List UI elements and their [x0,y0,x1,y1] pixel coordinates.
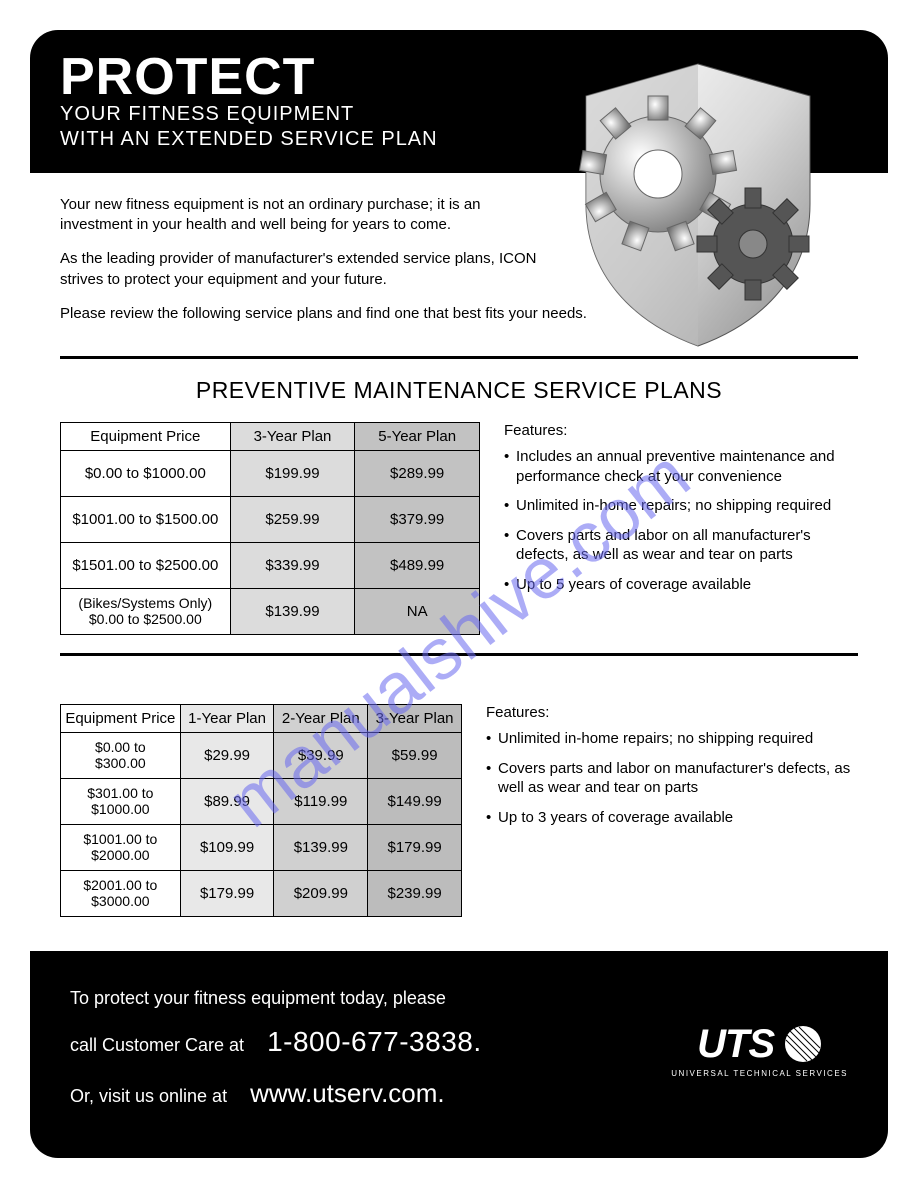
table-cell: $29.99 [180,733,274,779]
section2-features: Features: Unlimited in-home repairs; no … [486,704,858,917]
table-cell: $259.99 [230,497,355,543]
feature-item: Unlimited in-home repairs; no shipping r… [486,729,858,749]
table-cell: $339.99 [230,543,355,589]
table-cell: $199.99 [230,451,355,497]
table-row: $1001.00 to $1500.00$259.99$379.99 [61,497,480,543]
features-title: Features: [504,422,858,439]
preventive-table: Equipment Price3-Year Plan5-Year Plan$0.… [60,422,480,635]
footer-url: www.utserv.com. [250,1078,445,1108]
table-cell: $139.99 [230,589,355,635]
table-cell: (Bikes/Systems Only)$0.00 to $2500.00 [61,589,231,635]
table-cell: $301.00 to$1000.00 [61,779,181,825]
table-row: $301.00 to$1000.00$89.99$119.99$149.99 [61,779,462,825]
uts-logo: UTS UNIVERSAL TECHNICAL SERVICES [671,1022,848,1078]
section2-block: Equipment Price1-Year Plan2-Year Plan3-Y… [30,704,888,917]
feature-item: Covers parts and labor on all manufactur… [504,526,858,565]
table-row: $0.00 to$300.00$29.99$39.99$59.99 [61,733,462,779]
intro-p2: As the leading provider of manufacturer'… [60,249,540,290]
table-cell: $489.99 [355,543,480,589]
divider [60,653,858,656]
shield-gears-graphic [568,54,828,334]
divider [60,356,858,359]
table-cell: $2001.00 to$3000.00 [61,871,181,917]
table-cell: $109.99 [180,825,274,871]
footer-phone: 1-800-677-3838. [267,1026,482,1057]
table-cell: $39.99 [274,733,368,779]
feature-item: Up to 5 years of coverage available [504,575,858,595]
section1-block: Equipment Price3-Year Plan5-Year Plan$0.… [30,422,888,635]
table-cell: $239.99 [368,871,462,917]
table-row: (Bikes/Systems Only)$0.00 to $2500.00$13… [61,589,480,635]
feature-item: Unlimited in-home repairs; no shipping r… [504,496,858,516]
section1-title: PREVENTIVE MAINTENANCE SERVICE PLANS [30,377,888,404]
footer-contact: To protect your fitness equipment today,… [70,981,482,1118]
table-cell: $59.99 [368,733,462,779]
table-cell: $89.99 [180,779,274,825]
feature-item: Covers parts and labor on manufacturer's… [486,759,858,798]
table-cell: $1001.00 to$2000.00 [61,825,181,871]
intro-p1: Your new fitness equipment is not an ord… [60,195,540,236]
table-header: 1-Year Plan [180,705,274,733]
table-row: $2001.00 to$3000.00$179.99$209.99$239.99 [61,871,462,917]
table-header: 5-Year Plan [355,423,480,451]
feature-item: Includes an annual preventive maintenanc… [504,447,858,486]
table-header: 3-Year Plan [230,423,355,451]
table-cell: $0.00 to $1000.00 [61,451,231,497]
table-header: 3-Year Plan [368,705,462,733]
table-cell: $1001.00 to $1500.00 [61,497,231,543]
table-row: $0.00 to $1000.00$199.99$289.99 [61,451,480,497]
table-row: $1001.00 to$2000.00$109.99$139.99$179.99 [61,825,462,871]
footer-line1: To protect your fitness equipment today,… [70,981,482,1015]
table-row: $1501.00 to $2500.00$339.99$489.99 [61,543,480,589]
uts-tagline: UNIVERSAL TECHNICAL SERVICES [671,1069,848,1078]
globe-icon [784,1025,822,1063]
uts-brand: UTS [697,1022,774,1067]
table-cell: $209.99 [274,871,368,917]
table-header: 2-Year Plan [274,705,368,733]
footer-call-label: call Customer Care at [70,1035,244,1055]
table-cell: $139.99 [274,825,368,871]
table-cell: $289.99 [355,451,480,497]
table-cell: $179.99 [180,871,274,917]
extended-table: Equipment Price1-Year Plan2-Year Plan3-Y… [60,704,462,917]
table-cell: $0.00 to$300.00 [61,733,181,779]
table-cell: $379.99 [355,497,480,543]
table-header: Equipment Price [61,705,181,733]
document-card: PROTECT YOUR FITNESS EQUIPMENT WITH AN E… [30,30,888,1158]
table-cell: NA [355,589,480,635]
table-cell: $119.99 [274,779,368,825]
table-cell: $179.99 [368,825,462,871]
section1-features: Features: Includes an annual preventive … [504,422,858,635]
feature-item: Up to 3 years of coverage available [486,808,858,828]
footer: To protect your fitness equipment today,… [30,951,888,1158]
features-title: Features: [486,704,858,721]
table-cell: $1501.00 to $2500.00 [61,543,231,589]
table-header: Equipment Price [61,423,231,451]
footer-visit-label: Or, visit us online at [70,1086,227,1106]
table-cell: $149.99 [368,779,462,825]
